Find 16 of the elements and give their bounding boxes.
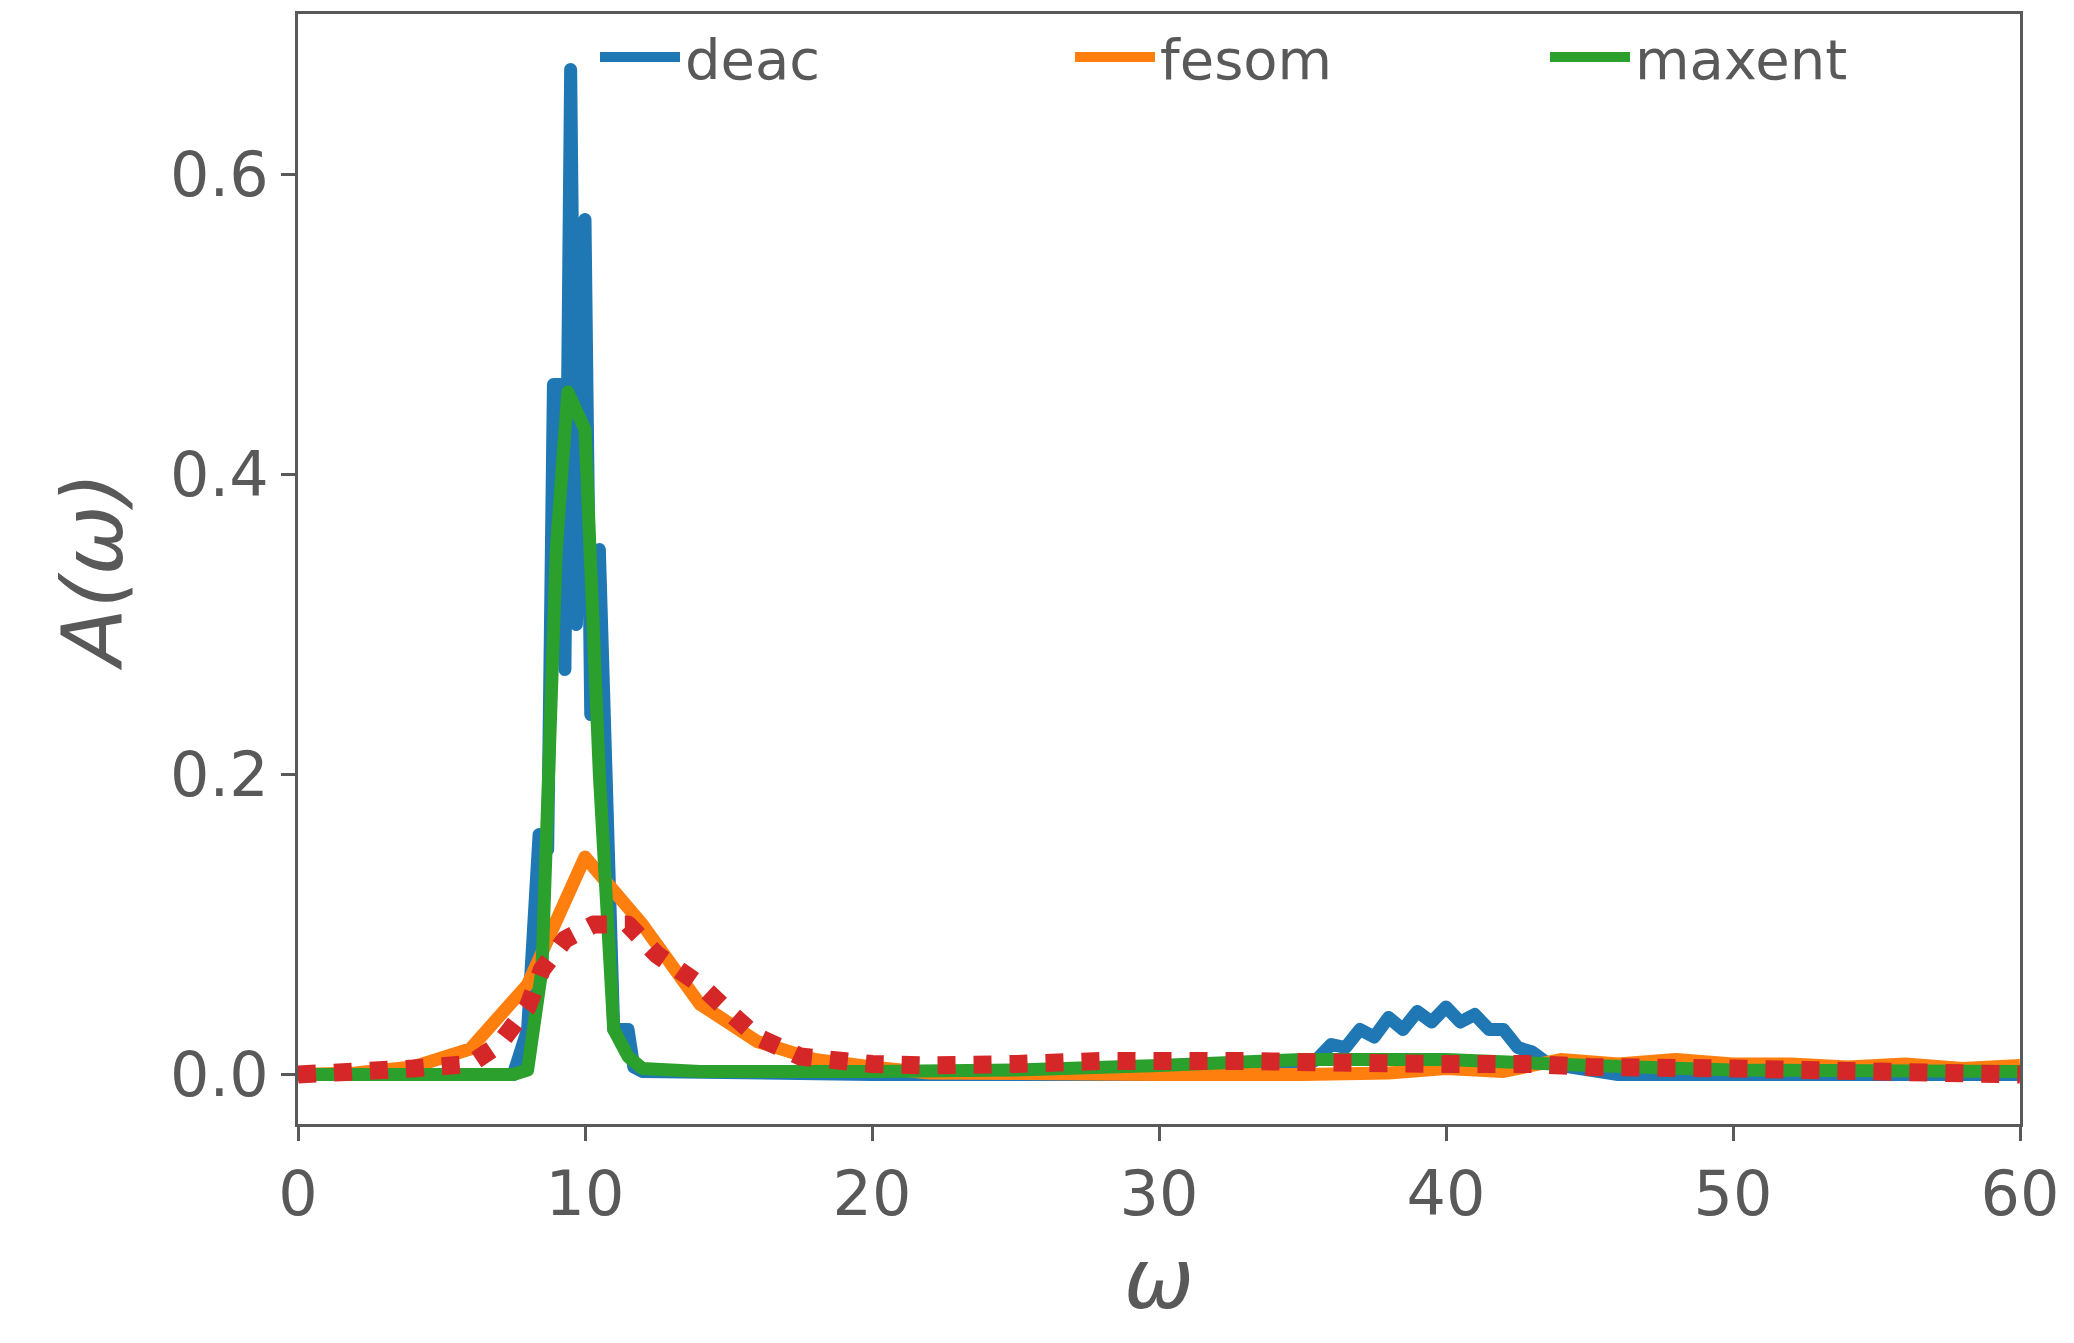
legend-label: deac (685, 26, 821, 92)
y-tick-label: 0.2 (169, 738, 269, 812)
legend-label: fesom (1160, 26, 1333, 92)
y-axis-title: A(ω) (44, 472, 143, 671)
legend-label: maxent (1635, 26, 1848, 92)
x-tick-label: 30 (1119, 1157, 1199, 1231)
x-tick-label: 0 (278, 1157, 318, 1231)
y-tick-label: 0.4 (169, 438, 269, 512)
x-axis-title: ω (1123, 1230, 1195, 1329)
y-tick-label: 0.0 (169, 1038, 269, 1112)
x-tick-label: 60 (1980, 1157, 2060, 1231)
x-tick-label: 20 (832, 1157, 912, 1231)
x-tick-label: 10 (545, 1157, 625, 1231)
x-tick-label: 50 (1693, 1157, 1773, 1231)
y-tick-label: 0.6 (169, 138, 269, 212)
x-tick-label: 40 (1406, 1157, 1486, 1231)
